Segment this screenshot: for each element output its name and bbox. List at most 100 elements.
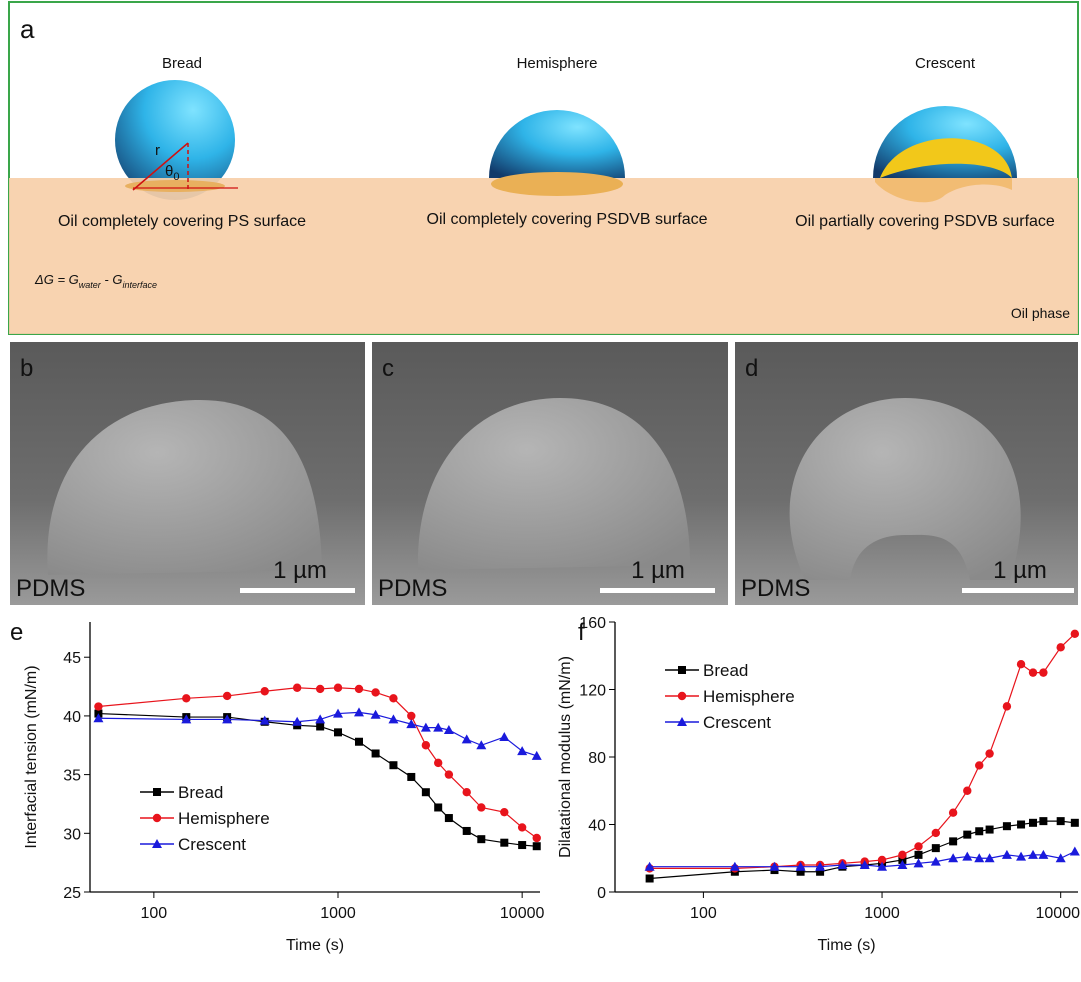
marker bbox=[476, 740, 486, 749]
legend-marker bbox=[153, 814, 161, 822]
shape-name: Crescent bbox=[915, 55, 976, 72]
marker bbox=[1029, 668, 1037, 676]
marker bbox=[334, 684, 342, 692]
marker bbox=[517, 746, 527, 755]
page: a Bread Hemisphere Crescent r θ0 Oil com… bbox=[0, 0, 1081, 982]
marker bbox=[975, 827, 983, 835]
panel-letter: d bbox=[745, 355, 758, 382]
x-tick-label: 1000 bbox=[320, 905, 356, 922]
marker bbox=[1017, 660, 1025, 668]
substrate-label: PDMS bbox=[741, 575, 810, 602]
marker bbox=[898, 851, 906, 859]
scale-bar bbox=[962, 588, 1074, 593]
series-line bbox=[650, 821, 1075, 878]
marker bbox=[500, 808, 508, 816]
angle-subscript: 0 bbox=[173, 171, 179, 183]
y-tick-label: 30 bbox=[63, 826, 81, 843]
marker bbox=[932, 829, 940, 837]
y-tick-label: 40 bbox=[588, 818, 606, 835]
formula-subscript: water bbox=[79, 280, 102, 290]
marker bbox=[1017, 821, 1025, 829]
marker bbox=[223, 692, 231, 700]
marker bbox=[355, 685, 363, 693]
formula-part: - G bbox=[101, 272, 123, 287]
legend-marker bbox=[678, 692, 686, 700]
chart: 2530354045100100010000Time (s)Interfacia… bbox=[23, 622, 544, 954]
scale-label: 1 µm bbox=[993, 557, 1047, 584]
marker bbox=[407, 712, 415, 720]
panel-letter: c bbox=[382, 355, 394, 382]
marker bbox=[182, 694, 190, 702]
formula-part: ΔG = G bbox=[34, 272, 79, 287]
legend-label: Bread bbox=[703, 661, 748, 680]
formula-subscript: interface bbox=[122, 280, 157, 290]
y-tick-label: 0 bbox=[597, 885, 606, 902]
marker bbox=[1003, 822, 1011, 830]
marker bbox=[518, 841, 526, 849]
marker bbox=[261, 687, 269, 695]
marker bbox=[975, 761, 983, 769]
substrate-label: PDMS bbox=[378, 575, 447, 602]
marker bbox=[355, 738, 363, 746]
plot-area bbox=[93, 684, 541, 851]
marker bbox=[949, 837, 957, 845]
legend-label: Bread bbox=[178, 783, 223, 802]
marker bbox=[533, 834, 541, 842]
y-tick-label: 25 bbox=[63, 885, 81, 902]
x-tick-label: 1000 bbox=[864, 905, 900, 922]
marker bbox=[371, 688, 379, 696]
radius-label: r bbox=[155, 142, 160, 159]
marker bbox=[1056, 643, 1064, 651]
marker bbox=[963, 787, 971, 795]
y-tick-label: 40 bbox=[63, 709, 81, 726]
marker bbox=[334, 728, 342, 736]
scale-bar bbox=[240, 588, 355, 593]
series-line bbox=[98, 688, 536, 838]
marker bbox=[932, 844, 940, 852]
marker bbox=[354, 707, 364, 716]
legend-label: Crescent bbox=[703, 713, 771, 732]
marker bbox=[463, 788, 471, 796]
marker bbox=[445, 814, 453, 822]
marker bbox=[1070, 847, 1080, 856]
marker bbox=[533, 842, 541, 850]
marker bbox=[499, 732, 509, 741]
marker bbox=[963, 831, 971, 839]
marker bbox=[462, 734, 472, 743]
x-axis-label: Time (s) bbox=[286, 937, 344, 954]
caption: Oil completely covering PSDVB surface bbox=[427, 211, 708, 228]
marker bbox=[1002, 850, 1012, 859]
marker bbox=[407, 773, 415, 781]
marker bbox=[389, 761, 397, 769]
figure: a Bread Hemisphere Crescent r θ0 Oil com… bbox=[0, 0, 1081, 982]
panel-a: a Bread Hemisphere Crescent r θ0 Oil com… bbox=[9, 2, 1078, 334]
y-tick-label: 45 bbox=[63, 650, 81, 667]
marker bbox=[94, 702, 102, 710]
hemisphere-contact bbox=[491, 172, 623, 196]
legend-label: Hemisphere bbox=[178, 809, 270, 828]
marker bbox=[1039, 668, 1047, 676]
panel-letter: f bbox=[578, 619, 585, 646]
marker bbox=[915, 851, 923, 859]
marker bbox=[646, 875, 654, 883]
phase-label: Oil phase bbox=[1011, 305, 1070, 321]
panel-letter: e bbox=[10, 619, 23, 646]
y-tick-label: 35 bbox=[63, 768, 81, 785]
y-axis-label: Dilatational modulus (mN/m) bbox=[557, 656, 574, 858]
marker bbox=[445, 770, 453, 778]
marker bbox=[949, 808, 957, 816]
x-tick-label: 100 bbox=[141, 905, 168, 922]
shape-name: Hemisphere bbox=[517, 55, 598, 72]
marker bbox=[1071, 819, 1079, 827]
marker bbox=[316, 722, 324, 730]
marker bbox=[316, 685, 324, 693]
legend-marker bbox=[153, 788, 161, 796]
marker bbox=[463, 827, 471, 835]
marker bbox=[477, 835, 485, 843]
legend-label: Hemisphere bbox=[703, 687, 795, 706]
marker bbox=[422, 741, 430, 749]
scale-label: 1 µm bbox=[273, 557, 327, 584]
x-tick-label: 10000 bbox=[1036, 905, 1081, 922]
marker bbox=[1071, 630, 1079, 638]
